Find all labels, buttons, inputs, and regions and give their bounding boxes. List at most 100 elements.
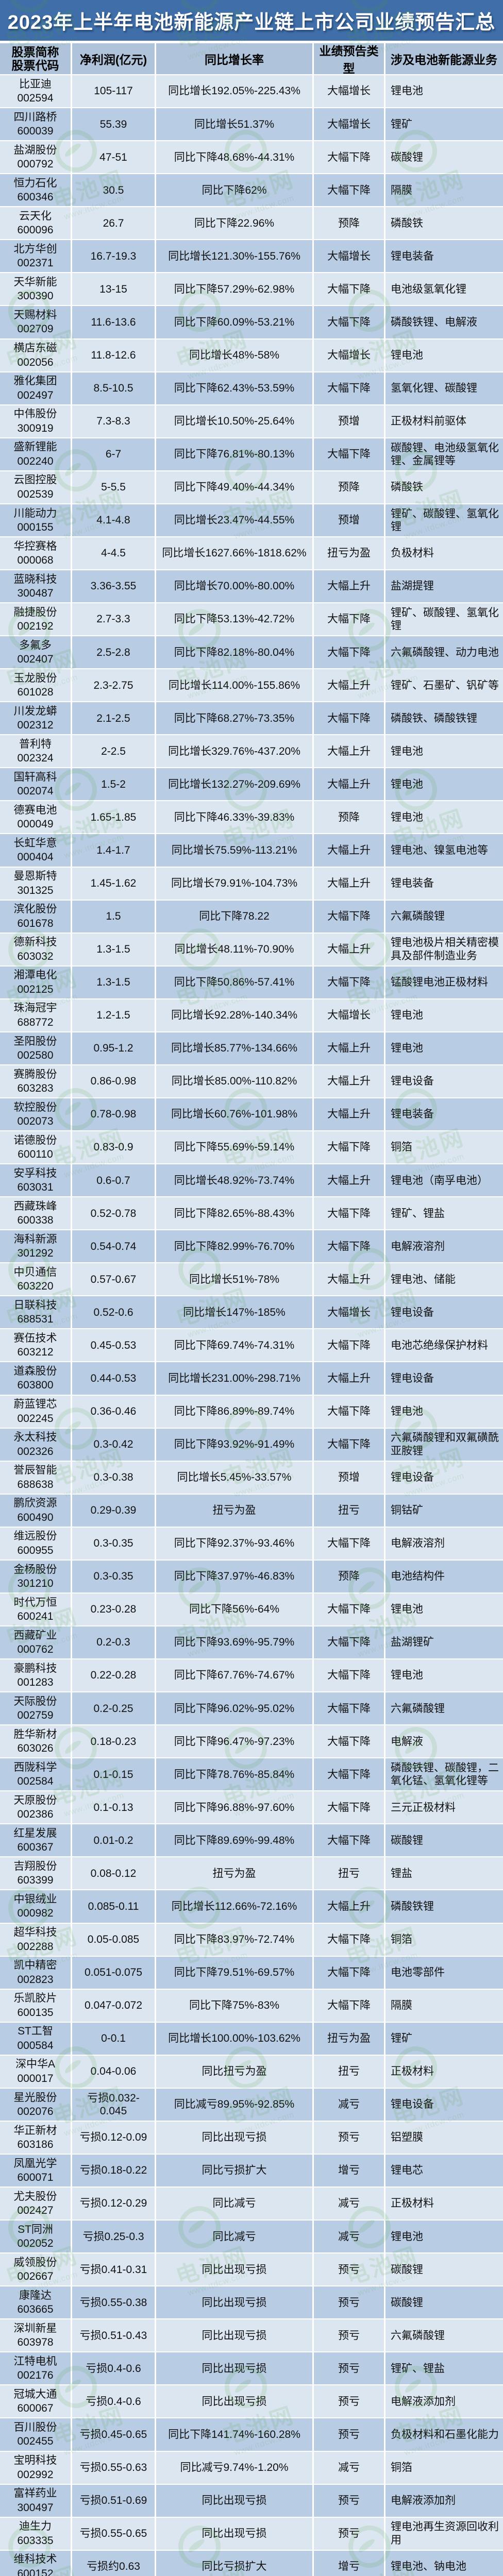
table-row: 尤夫股份 002427 亏损0.12-0.29 同比减亏 减亏 正极材料 — [0, 2188, 503, 2221]
net-profit-cell: 0.04-0.06 — [72, 2055, 156, 2088]
net-profit-cell: 0.86-0.98 — [72, 1065, 156, 1097]
forecast-type-cell: 大幅上升 — [314, 1263, 385, 1296]
net-profit-cell: 亏损0.51-0.43 — [72, 2319, 156, 2352]
stock-code: 603212 — [17, 1346, 54, 1359]
growth-cell: 同比下降56%-64% — [156, 1593, 314, 1625]
net-profit-cell: 0.6-0.7 — [72, 1164, 156, 1197]
stock-code: 002371 — [17, 257, 54, 269]
net-profit-cell: 0.3-0.35 — [72, 1560, 156, 1592]
stock-code: 002326 — [17, 1445, 54, 1458]
growth-cell: 同比出现亏损 — [156, 2286, 314, 2319]
stock-code: 603186 — [17, 2138, 54, 2150]
growth-cell: 同比增长75.59%-113.21% — [156, 834, 314, 867]
net-profit-cell: 亏损0.51-0.69 — [72, 2484, 156, 2517]
forecast-type-cell: 预降 — [314, 1560, 385, 1592]
stock-code: 000584 — [17, 2039, 54, 2052]
table-row: 诺德股份 600110 0.83-0.9 同比下降55.69%-59.14% 大… — [0, 1131, 503, 1165]
stock-code: 600490 — [17, 1511, 54, 1523]
table-row: 吉翔股份 603399 0.08-0.12 扭亏为盈 扭亏 锂盐 — [0, 1857, 503, 1891]
growth-cell: 同比增长92.28%-140.34% — [156, 999, 314, 1031]
table-row: 中银绒业 000982 0.085-0.11 同比增长112.66%-72.16… — [0, 1890, 503, 1924]
stock-name: 威领股份 — [13, 2256, 57, 2268]
net-profit-cell: 47-51 — [72, 141, 156, 174]
stock-name: 圣阳股份 — [13, 1035, 57, 1047]
business-cell: 锂矿、碳酸锂、氢氧化锂 — [391, 507, 499, 533]
forecast-type-cell: 大幅上升 — [314, 834, 385, 867]
stock-code: 002074 — [17, 785, 54, 798]
net-profit-cell: 0.051-0.075 — [72, 1956, 156, 1989]
stock-code: 600367 — [17, 1841, 54, 1854]
stock-name: 富祥药业 — [13, 2487, 57, 2500]
growth-cell: 同比增长48.92%-73.74% — [156, 1164, 314, 1197]
growth-cell: 同比下降67.76%-74.67% — [156, 1659, 314, 1692]
stock-name: 北方华创 — [13, 243, 57, 256]
table-row: 恒力石化 600346 30.5 同比下降62% 大幅下降 隔膜 — [0, 174, 503, 208]
business-cell: 碳酸锂 — [391, 151, 423, 163]
growth-cell: 同比下降86.89%-89.74% — [156, 1395, 314, 1428]
forecast-type-cell: 大幅上升 — [314, 933, 385, 965]
stock-code: 002386 — [17, 1808, 54, 1821]
table-row: 红星发展 600367 0.01-0.2 同比下降89.69%-99.48% 大… — [0, 1824, 503, 1858]
stock-code: 603665 — [17, 2303, 54, 2316]
forecast-type-cell: 大幅下降 — [314, 174, 385, 207]
stock-name: 天际股份 — [13, 1695, 57, 1707]
stock-code: 600338 — [17, 1214, 54, 1227]
stock-code: 002324 — [17, 752, 54, 765]
growth-cell: 同比出现亏损 — [156, 2352, 314, 2385]
stock-code: 603399 — [17, 1874, 54, 1887]
forecast-type-cell: 预亏 — [314, 2517, 385, 2550]
net-profit-cell: 亏损0.55-0.65 — [72, 2517, 156, 2550]
growth-cell: 同比下降96.88%-97.60% — [156, 1791, 314, 1824]
stock-code: 000404 — [17, 851, 54, 863]
forecast-type-cell: 大幅上升 — [314, 1098, 385, 1130]
table-row: 雅化集团 002497 8.5-10.5 同比下降62.43%-53.59% 大… — [0, 372, 503, 405]
forecast-type-cell: 减亏 — [314, 2188, 385, 2220]
table-row: 宝明科技 002992 亏损0.55-0.63 同比减亏9.74%-1.20% … — [0, 2451, 503, 2485]
stock-name: 天原股份 — [13, 1794, 57, 1806]
stock-code: 002759 — [17, 1709, 54, 1722]
stock-code: 600135 — [17, 2006, 54, 2019]
business-cell: 锂电设备 — [391, 1471, 434, 1484]
growth-cell: 同比下降49.40%-44.34% — [156, 471, 314, 503]
business-cell: 锂电池 — [391, 349, 423, 361]
net-profit-cell: 30.5 — [72, 174, 156, 207]
stock-name: 西藏珠峰 — [13, 1200, 57, 1212]
forecast-type-cell: 大幅上升 — [314, 867, 385, 900]
growth-cell: 同比下降69.74%-74.31% — [156, 1329, 314, 1362]
table-row: 超华科技 002288 0.05-0.085 同比下降83.97%-72.74%… — [0, 1923, 503, 1957]
business-cell: 锂电池 — [391, 2230, 423, 2243]
net-profit-cell: 0.54-0.74 — [72, 1230, 156, 1263]
business-cell: 锂电池 — [391, 778, 423, 790]
stock-name: 西陇科学 — [13, 1761, 57, 1773]
net-profit-cell: 亏损0.41-0.31 — [72, 2253, 156, 2286]
business-cell: 磷酸铁、磷酸铁锂 — [391, 712, 477, 724]
business-cell: 碳酸锂 — [391, 2263, 423, 2276]
net-profit-cell: 0.52-0.6 — [72, 1296, 156, 1329]
forecast-type-cell: 扭亏为盈 — [314, 537, 385, 569]
net-profit-cell: 1.5-2 — [72, 768, 156, 801]
stock-code: 601678 — [17, 917, 54, 929]
stock-name: 道森股份 — [13, 1365, 57, 1378]
business-cell: 碳酸锂、电池级氢氧化锂、金属锂等 — [391, 442, 499, 467]
growth-cell: 同比增长121.30%-155.76% — [156, 240, 314, 273]
growth-cell: 同比下降22.96% — [156, 207, 314, 240]
stock-name: 蔚蓝锂芯 — [13, 1398, 57, 1411]
forecast-type-cell: 大幅增长 — [314, 999, 385, 1031]
forecast-type-cell: 大幅下降 — [314, 1824, 385, 1857]
net-profit-cell: 亏损0.12-0.09 — [72, 2121, 156, 2154]
growth-cell: 同比增长85.77%-134.66% — [156, 1032, 314, 1064]
net-profit-cell: 11.6-13.6 — [72, 306, 156, 338]
net-profit-cell: 2-2.5 — [72, 735, 156, 768]
net-profit-cell: 0.05-0.085 — [72, 1923, 156, 1956]
table-row: 圣阳股份 002580 0.95-1.2 同比增长85.77%-134.66% … — [0, 1032, 503, 1065]
stock-code: 002407 — [17, 653, 54, 666]
header-growth: 同比增长率 — [156, 43, 314, 74]
table-row: 西陇科学 002584 0.1-0.15 同比下降78.76%-85.84% 大… — [0, 1758, 503, 1792]
forecast-type-cell: 大幅增长 — [314, 75, 385, 108]
business-cell: 铜箔 — [391, 1933, 412, 1945]
table-row: ST工智 000584 0-0.1 同比增长100.00%-103.62% 扭亏… — [0, 2022, 503, 2056]
stock-name: 维远股份 — [13, 1530, 57, 1543]
table-row: 深中华A 000017 0.04-0.06 同比扭亏为盈 扭亏 正极材料 — [0, 2055, 503, 2089]
stock-name: 软控股份 — [13, 1101, 57, 1113]
